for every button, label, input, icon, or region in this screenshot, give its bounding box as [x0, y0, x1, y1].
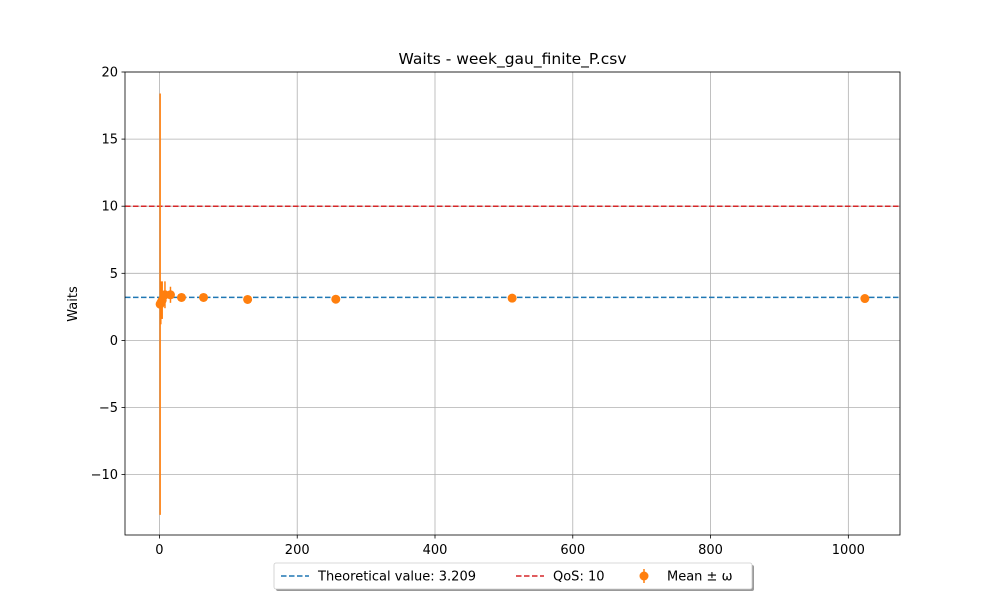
- y-tick-label: 5: [110, 267, 118, 282]
- legend-label: Theoretical value: 3.209: [317, 570, 476, 585]
- y-axis-label: Waits: [66, 286, 81, 322]
- y-tick-label: 10: [101, 200, 118, 215]
- chart-title: Waits - week_gau_finite_P.csv: [398, 50, 626, 69]
- data-point: [199, 292, 209, 302]
- x-tick-label: 200: [285, 543, 310, 558]
- x-tick-label: 800: [698, 543, 723, 558]
- data-point: [860, 294, 870, 304]
- data-point: [331, 294, 341, 304]
- data-point: [165, 290, 175, 300]
- axes-frame: [124, 71, 901, 536]
- x-tick-label: 400: [423, 543, 448, 558]
- y-tick-label: −5: [99, 401, 118, 416]
- plot-area: 0 200 400 600 800 1000 −10 −5 0 5 10 15 20: [91, 66, 901, 558]
- legend-marker-swatch: [639, 571, 649, 581]
- data-point: [243, 294, 253, 304]
- data-point: [176, 292, 186, 302]
- legend-label: Mean ± ω: [667, 570, 732, 585]
- legend-label: QoS: 10: [553, 570, 605, 585]
- x-tick-label: 1000: [832, 543, 865, 558]
- legend: Theoretical value: 3.209 QoS: 10 Mean ± ω: [273, 562, 754, 591]
- x-tick-label: 600: [560, 543, 585, 558]
- x-tick-label: 0: [155, 543, 163, 558]
- legend-box: [273, 562, 753, 590]
- y-tick-label: 20: [101, 66, 118, 81]
- y-tick-label: 15: [101, 133, 118, 148]
- y-tick-label: −10: [91, 468, 118, 483]
- data-point: [507, 293, 517, 303]
- y-tick-label: 0: [110, 334, 118, 349]
